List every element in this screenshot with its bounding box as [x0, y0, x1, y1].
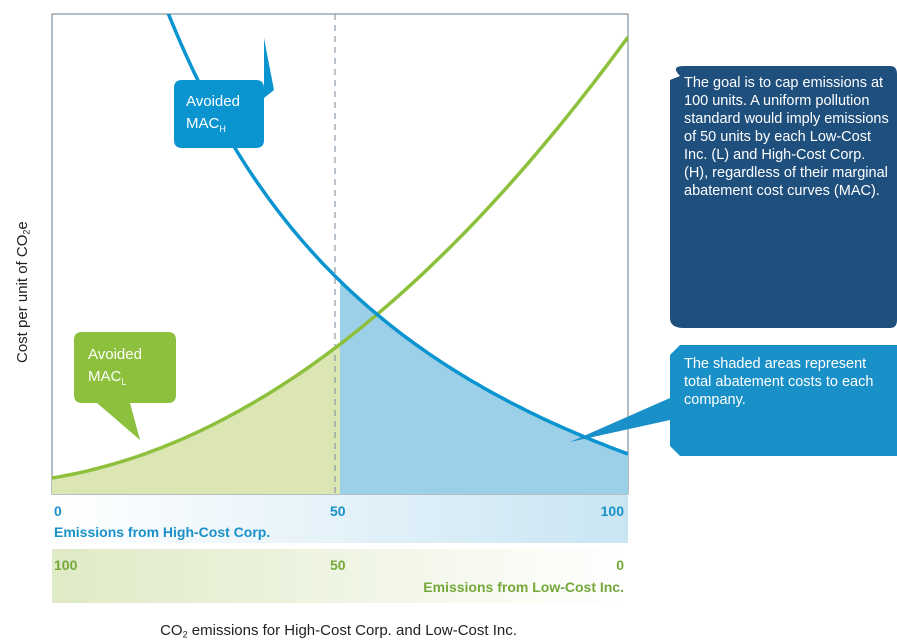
y-axis-label: Cost per unit of CO2e	[14, 221, 32, 363]
goal-note-box	[670, 66, 897, 328]
x-axis-label: CO2 emissions for High-Cost Corp. and Lo…	[160, 622, 517, 640]
bottom-tick-100: 100	[54, 557, 78, 573]
mac-low-cost-curve	[52, 35, 628, 480]
avoided-h-text: Avoided	[186, 93, 240, 110]
high-cost-axis-band	[52, 495, 628, 543]
top-tick-0: 0	[54, 503, 62, 519]
top-tick-100: 100	[601, 503, 625, 519]
top-tick-50: 50	[330, 503, 346, 519]
low-cost-axis-label: Emissions from Low-Cost Inc.	[423, 579, 624, 595]
avoided-h-mac: MACH	[186, 115, 226, 134]
avoided-mac-h-callout	[174, 38, 274, 148]
bottom-tick-0: 0	[616, 557, 624, 573]
shaded-note-text: The shaded areas represent total abateme…	[684, 356, 874, 408]
shaded-area-low-cost	[52, 344, 340, 494]
bottom-tick-50: 50	[330, 557, 346, 573]
avoided-l-mac: MACL	[88, 368, 126, 387]
avoided-mac-l-callout	[74, 332, 176, 440]
shaded-area-high-cost	[340, 280, 628, 494]
high-cost-axis-label: Emissions from High-Cost Corp.	[54, 524, 270, 540]
mac-high-cost-curve	[166, 14, 628, 456]
shaded-note-box	[570, 345, 897, 456]
goal-note-text: The goal is to cap emissions at 100 unit…	[684, 75, 889, 199]
avoided-l-text: Avoided	[88, 346, 142, 363]
low-cost-axis-band	[52, 549, 628, 603]
